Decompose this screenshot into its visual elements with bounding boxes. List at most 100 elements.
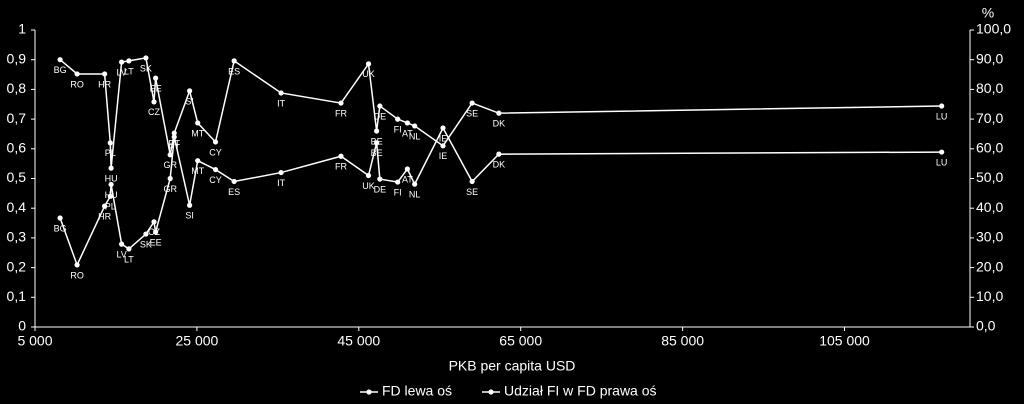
point-label: BE <box>371 136 383 146</box>
point <box>338 100 344 106</box>
point <box>57 215 63 221</box>
point-label: HR <box>98 211 111 221</box>
y-tick-label: 0,5 <box>7 169 27 185</box>
point <box>412 181 418 187</box>
point-label: LV <box>116 250 126 260</box>
y2-tick-label: 0,0 <box>976 318 996 334</box>
x-tick-label: 105 000 <box>819 333 870 349</box>
x-tick-label: 45 000 <box>337 333 380 349</box>
legend-symbol <box>488 389 494 395</box>
point-label: SI <box>185 211 194 221</box>
point-label: UK <box>362 181 375 191</box>
legend-label: Udział FI w FD prawa oś <box>504 383 656 399</box>
y2-tick-label: 20,0 <box>976 258 1003 274</box>
point <box>939 149 945 155</box>
y2-tick-label: 30,0 <box>976 229 1003 245</box>
point <box>102 71 108 77</box>
point-label: EE <box>150 237 162 247</box>
point <box>404 120 410 126</box>
point-label: SE <box>466 108 478 118</box>
point <box>107 140 113 146</box>
point <box>212 139 219 145</box>
point <box>108 165 114 171</box>
y-tick-label: 0 <box>18 318 26 334</box>
point <box>404 166 410 172</box>
point-label: HU <box>105 173 118 183</box>
y-tick-label: 0,1 <box>7 288 27 304</box>
y-tick-label: 0,4 <box>7 199 27 215</box>
point-label: MT <box>191 166 204 176</box>
point <box>469 100 475 106</box>
point-label: DE <box>374 111 387 121</box>
point-label: RO <box>70 79 84 89</box>
point-label: PT <box>168 142 180 152</box>
point <box>126 58 132 64</box>
point <box>119 59 125 65</box>
point-label: AT <box>402 128 413 138</box>
y2-unit: % <box>982 5 994 21</box>
point <box>171 130 177 136</box>
point <box>187 202 193 208</box>
y2-tick-label: 70,0 <box>976 110 1003 126</box>
point-label: LU <box>936 111 948 121</box>
point-label: GR <box>163 160 177 170</box>
point-label: DK <box>493 119 506 129</box>
series-line <box>59 57 942 169</box>
point <box>195 158 201 164</box>
point <box>102 203 108 209</box>
point-label: DK <box>493 160 506 170</box>
point <box>395 179 401 185</box>
point <box>119 241 125 247</box>
point <box>187 88 193 94</box>
point-label: NL <box>409 131 421 141</box>
y2-tick-label: 100,0 <box>976 21 1011 37</box>
point-label: PL <box>105 202 116 212</box>
point <box>153 229 159 235</box>
point <box>365 172 372 179</box>
point <box>151 219 157 225</box>
point <box>469 178 475 185</box>
point-label: PL <box>105 148 116 158</box>
point-label: FI <box>394 124 402 134</box>
y-tick-label: 0,3 <box>7 229 27 245</box>
point <box>212 166 219 173</box>
point-label: LV <box>116 67 126 77</box>
y-tick-label: 0,9 <box>7 50 27 66</box>
point-label: AT <box>402 174 413 184</box>
point-label: CZ <box>148 107 160 117</box>
point <box>338 153 344 159</box>
point <box>412 123 418 129</box>
point-label: IT <box>277 178 286 188</box>
point-label: DE <box>374 184 387 194</box>
point <box>278 90 284 96</box>
point-label: BG <box>54 65 67 75</box>
point <box>939 103 945 109</box>
point-label: SE <box>466 187 478 197</box>
point-label: IT <box>277 98 286 108</box>
point <box>143 55 149 61</box>
point-label: FR <box>335 108 347 118</box>
point-label: SK <box>140 239 152 249</box>
point <box>440 143 446 149</box>
point <box>231 58 237 64</box>
legend-label: FD lewa oś <box>382 383 452 399</box>
y-tick-label: 0,6 <box>7 140 27 156</box>
point <box>108 181 114 188</box>
x-tick-label: 25 000 <box>175 333 218 349</box>
point-label: FI <box>394 187 402 197</box>
point-label: NL <box>409 190 421 200</box>
point-label: HR <box>98 79 111 89</box>
point <box>374 128 380 134</box>
point <box>167 175 173 182</box>
x-tick-label: 5 000 <box>17 333 52 349</box>
point <box>74 71 80 77</box>
x-tick-label: 65 000 <box>499 333 542 349</box>
point-label: HU <box>105 190 118 200</box>
point-label: LT <box>124 254 134 264</box>
point-label: FR <box>335 162 347 172</box>
point-label: BE <box>371 148 383 158</box>
point <box>377 176 383 182</box>
x-tick-label: 85 000 <box>661 333 704 349</box>
